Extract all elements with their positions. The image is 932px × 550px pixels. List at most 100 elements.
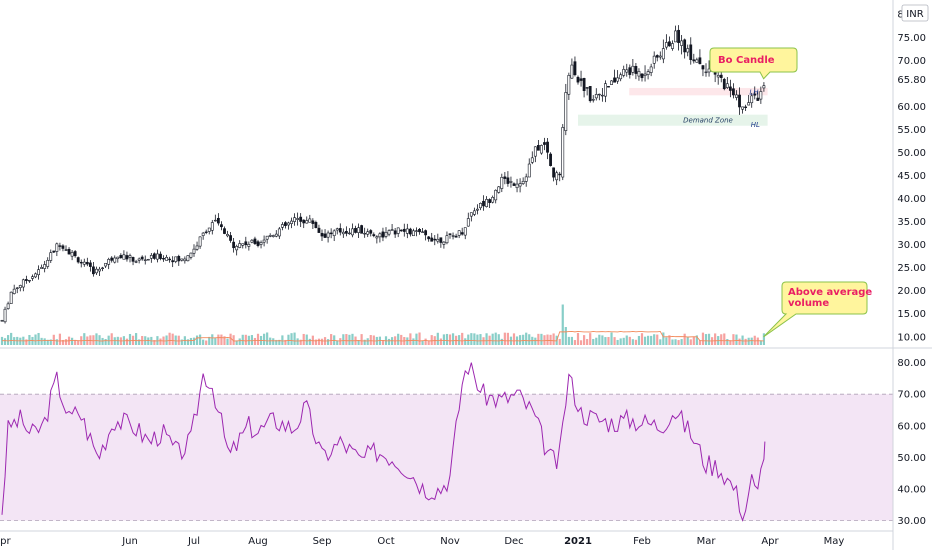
time-tick-label: Sep — [313, 536, 332, 547]
volume-bar — [25, 339, 28, 345]
candle-body — [332, 230, 336, 236]
time-tick-label: Aug — [248, 536, 268, 547]
candle-body — [168, 258, 172, 261]
candle-body — [588, 86, 592, 102]
candle-body — [375, 236, 379, 239]
volume-bar — [759, 340, 762, 345]
volume-bar — [387, 338, 391, 345]
volume-bar — [336, 340, 339, 345]
volume-bar — [714, 333, 717, 345]
volume-bar — [506, 332, 510, 345]
volume-bar — [189, 337, 193, 345]
currency-label: INR — [906, 9, 923, 20]
candle-body — [506, 177, 510, 184]
candle-body — [244, 241, 248, 246]
candle-body — [247, 244, 251, 247]
volume-bar — [360, 334, 363, 345]
volume-bar — [637, 335, 641, 345]
volume-bar — [592, 338, 595, 345]
candle-body — [509, 181, 513, 183]
volume-bar — [174, 335, 177, 345]
volume-bar — [235, 340, 238, 345]
candle-body — [512, 183, 516, 186]
candle-body — [366, 231, 370, 235]
candle-body — [567, 75, 571, 95]
candle-body — [521, 180, 525, 184]
volume-bar — [582, 335, 586, 345]
volume-bar — [134, 333, 138, 345]
candle-body — [686, 48, 690, 53]
volume-bar — [412, 338, 415, 345]
candle-body — [58, 245, 62, 247]
time-tick-label: 2021 — [564, 536, 592, 547]
volume-bar — [296, 338, 299, 345]
price-tick-label: 10.00 — [897, 332, 926, 343]
candle-body — [378, 233, 382, 238]
volume-bar — [95, 333, 98, 345]
candle-body — [360, 225, 364, 234]
volume-bar — [281, 335, 284, 345]
candle-body — [576, 76, 580, 83]
price-tick-label: 15.00 — [897, 309, 926, 320]
volume-bar — [205, 340, 208, 345]
candle-body — [500, 177, 504, 189]
candle-body — [348, 232, 351, 235]
candle-body — [192, 248, 196, 254]
candle-body — [40, 267, 44, 269]
time-tick-label: Mar — [697, 536, 717, 547]
candle-body — [399, 229, 403, 232]
candle-body — [738, 94, 741, 108]
candle-body — [207, 227, 211, 232]
candle-body — [49, 252, 53, 261]
candle-body — [558, 173, 562, 176]
volume-bar — [631, 339, 634, 345]
price-tick-label: 60.00 — [897, 102, 926, 113]
volume-bar — [686, 337, 689, 345]
volume-bar — [363, 339, 366, 345]
volume-bar — [275, 339, 278, 345]
candle-body — [28, 279, 31, 282]
volume-bar — [171, 333, 174, 345]
candle-body — [747, 102, 751, 106]
candle-body — [165, 257, 168, 261]
volume-bar — [284, 339, 287, 345]
candle-body — [494, 189, 498, 201]
candle-body — [668, 41, 671, 47]
volume-bar — [427, 340, 430, 345]
volume-bar — [567, 336, 570, 345]
candle-body — [728, 86, 732, 91]
candle-body — [582, 78, 586, 91]
candle-body — [220, 224, 223, 228]
volume-bar — [424, 338, 427, 345]
candle-body — [405, 228, 409, 234]
volume-bar — [619, 338, 622, 345]
candle-body — [418, 228, 421, 233]
volume-bar — [330, 334, 333, 345]
volume-bar — [607, 337, 610, 345]
volume-bar — [70, 337, 74, 345]
candle-body — [622, 69, 626, 76]
volume-bar — [586, 339, 589, 345]
candle-body — [338, 228, 342, 233]
candle-body — [597, 93, 601, 96]
volume-bar — [52, 334, 55, 345]
candle-body — [152, 253, 156, 259]
volume-bar — [741, 335, 744, 345]
candle-body — [393, 230, 397, 235]
candle-body — [701, 65, 705, 70]
volume-bar — [418, 332, 421, 345]
candle-body — [335, 228, 339, 231]
candle-body — [296, 218, 300, 220]
candle-body — [76, 257, 80, 263]
volume-bar — [138, 339, 141, 345]
higher-low-label: HL — [751, 121, 760, 129]
candle-body — [661, 48, 665, 60]
candle-body — [146, 259, 150, 261]
candle-body — [518, 183, 522, 187]
volume-bar — [436, 332, 439, 345]
volume-bar — [750, 337, 753, 345]
volume-bar — [589, 333, 592, 345]
volume-bar — [473, 333, 476, 345]
candle-body — [95, 268, 98, 274]
volume-bar — [19, 337, 22, 345]
